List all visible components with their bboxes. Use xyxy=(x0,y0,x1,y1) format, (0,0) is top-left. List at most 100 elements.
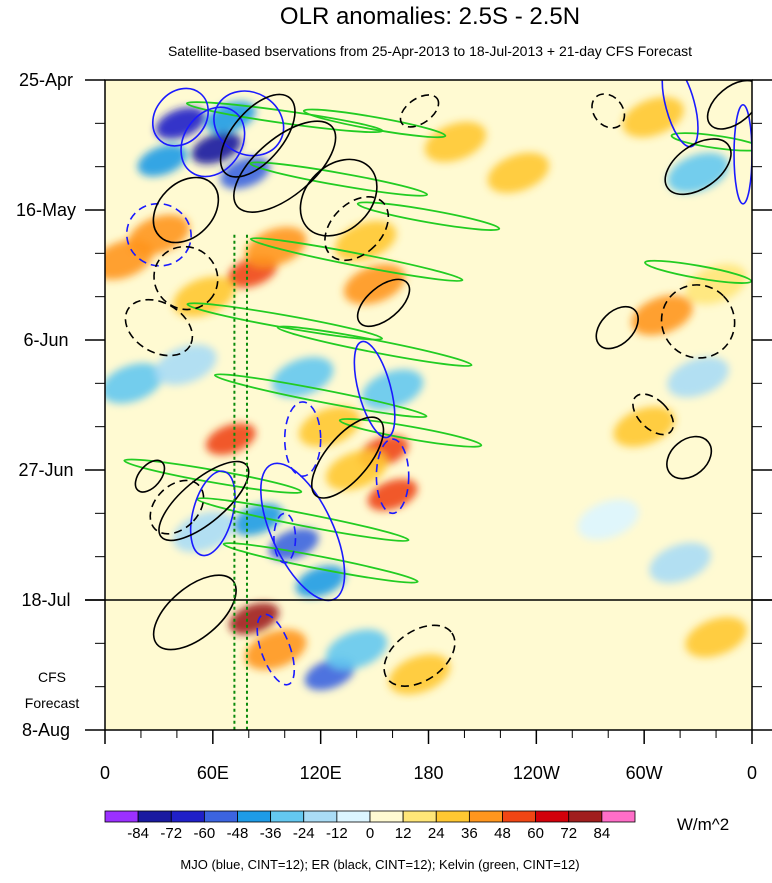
er-contour-0 xyxy=(233,120,337,213)
anomaly-blob-26 xyxy=(245,629,307,670)
colorbar-bin-1 xyxy=(137,810,172,823)
kelvin-contour-2 xyxy=(249,161,429,197)
colorbar-bin-15 xyxy=(601,810,636,823)
er-contour-7 xyxy=(152,574,237,651)
anomaly-blob-22 xyxy=(268,528,319,561)
colorbar-label-7: 0 xyxy=(366,825,374,842)
x-tick-label-0: 0 xyxy=(100,763,110,783)
mjo-contour-10 xyxy=(375,438,410,515)
kelvin-contour-13 xyxy=(670,132,752,152)
colorbar-label-0: -84 xyxy=(127,825,149,842)
marker-line-layer xyxy=(233,234,248,730)
anomaly-blob-0 xyxy=(155,107,206,140)
anomaly-blob-9 xyxy=(173,276,235,317)
er-contour-layer xyxy=(124,80,752,687)
y-tick-label-5: 8-Aug xyxy=(22,720,70,740)
colorbar-bin-2 xyxy=(170,810,205,823)
kelvin-contour-9 xyxy=(123,458,303,494)
anomaly-blob-32 xyxy=(622,96,684,138)
forecast-label-line1: CFS xyxy=(38,669,66,685)
anomaly-blob-24 xyxy=(295,565,346,598)
kelvin-contour-12 xyxy=(644,259,752,284)
anomaly-blob-29 xyxy=(388,654,451,695)
kelvin-contour-8 xyxy=(338,418,483,448)
anomaly-blob-25 xyxy=(229,602,280,635)
x-tick-label-2: 120E xyxy=(300,763,342,783)
mjo-contour-5 xyxy=(189,470,236,557)
er-contour-4 xyxy=(356,278,411,328)
colorbar-label-14: 84 xyxy=(594,825,611,842)
anomaly-blob-19 xyxy=(367,478,418,511)
mjo-contour-6 xyxy=(661,80,699,148)
y-tick-label-0: 25-Apr xyxy=(19,70,73,90)
anomaly-blob-38 xyxy=(577,499,639,540)
colorbar-label-13: 72 xyxy=(560,825,577,842)
chart-title: OLR anomalies: 2.5S - 2.5N xyxy=(280,3,580,30)
colorbar: -84 -72 -60 -48 -36 -24 -12 0 12 24 36 48 60 72 84 xyxy=(104,810,636,842)
anomaly-blob-40 xyxy=(685,264,747,305)
er-contour-15 xyxy=(153,245,219,311)
er-contour-16 xyxy=(149,479,205,535)
er-contour-18 xyxy=(660,284,736,359)
er-contour-11 xyxy=(664,138,732,196)
x-tick-label-1: 60E xyxy=(197,763,229,783)
chart-subtitle: Satellite-based bservations from 25-Apr-… xyxy=(168,43,692,59)
colorbar-bin-13 xyxy=(535,810,570,823)
colorbar-bin-10 xyxy=(435,810,470,823)
anomaly-blob-10 xyxy=(343,264,406,305)
colorbar-bin-5 xyxy=(270,810,305,823)
colorbar-label-2: -60 xyxy=(194,825,216,842)
mjo-contour-4 xyxy=(260,462,346,602)
anomaly-blob-28 xyxy=(325,629,388,670)
kelvin-contour-4 xyxy=(249,237,464,282)
er-contour-3 xyxy=(152,176,220,244)
colorbar-bin-8 xyxy=(369,810,404,823)
anomaly-blob-3 xyxy=(137,144,188,177)
er-contour-5 xyxy=(310,416,385,499)
plot-background xyxy=(105,80,752,730)
anomaly-blob-2 xyxy=(220,156,271,189)
er-contour-17 xyxy=(383,624,456,687)
kelvin-contour-1 xyxy=(302,108,447,139)
x-tick-label-5: 60W xyxy=(626,763,663,783)
mjo-contour-0 xyxy=(151,87,209,147)
colorbar-label-3: -48 xyxy=(227,825,249,842)
anomaly-blob-21 xyxy=(232,503,283,536)
anomaly-blob-39 xyxy=(685,616,747,658)
colorbar-bin-0 xyxy=(104,810,139,823)
colorbar-label-8: 12 xyxy=(395,825,412,842)
colorbar-label-12: 60 xyxy=(527,825,544,842)
y-tick-label-1: 16-May xyxy=(16,200,76,220)
anomaly-blob-31 xyxy=(487,152,550,194)
colorbar-bin-11 xyxy=(468,810,503,823)
kelvin-contour-7 xyxy=(213,373,428,419)
anomaly-blob-23 xyxy=(173,511,235,553)
mjo-contour-3 xyxy=(353,340,396,439)
er-contour-10 xyxy=(666,435,713,480)
mjo-contour-7 xyxy=(733,103,752,205)
anomaly-blob-14 xyxy=(272,356,334,398)
colorbar-units: W/m^2 xyxy=(677,815,729,834)
x-tick-label-3: 180 xyxy=(413,763,443,783)
plot-area xyxy=(105,80,752,730)
er-contour-9 xyxy=(595,305,639,350)
colorbar-label-4: -36 xyxy=(260,825,282,842)
er-contour-2 xyxy=(219,93,296,178)
colorbar-label-9: 24 xyxy=(428,825,445,842)
y-tick-label-3: 27-Jun xyxy=(18,460,73,480)
anomaly-blob-16 xyxy=(205,423,256,455)
anomaly-blob-15 xyxy=(361,369,424,410)
colorbar-bin-14 xyxy=(568,810,603,823)
mjo-contour-9 xyxy=(283,401,322,477)
forecast-label-line2: Forecast xyxy=(25,695,80,711)
x-tick-label-6: 0 xyxy=(747,763,757,783)
er-contour-21 xyxy=(399,94,440,128)
colorbar-label-5: -24 xyxy=(293,825,315,842)
y-tick-label-2: 6-Jun xyxy=(23,330,68,350)
x-tick-label-4: 120W xyxy=(513,763,560,783)
colorbar-bin-12 xyxy=(502,810,537,823)
mjo-contour-layer xyxy=(125,80,752,686)
mjo-contour-12 xyxy=(273,512,297,564)
er-contour-6 xyxy=(134,459,166,493)
